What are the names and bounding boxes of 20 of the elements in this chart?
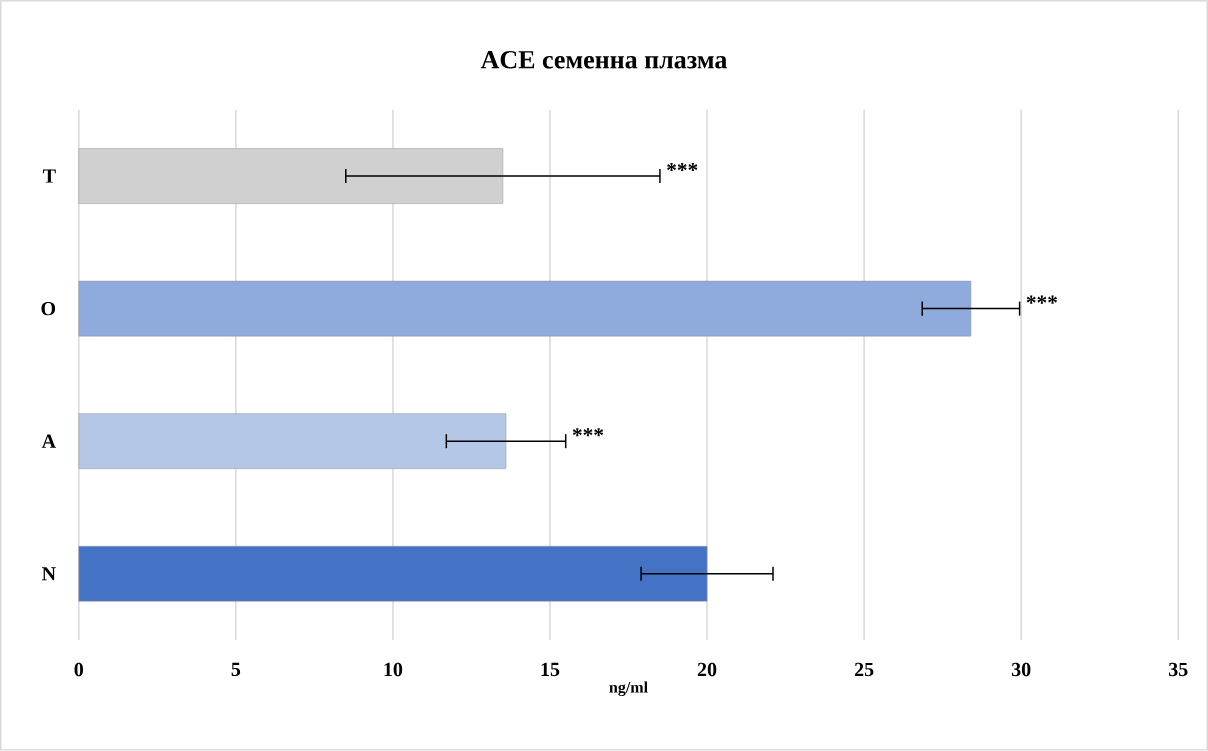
bar	[78, 413, 507, 470]
bar	[78, 546, 708, 602]
x-tick-label: 35	[1168, 662, 1188, 677]
annotation: ***	[1026, 295, 1058, 304]
x-tick-label: 0	[74, 662, 84, 677]
x-axis-title: ng/ml	[609, 681, 648, 697]
chart-title: ACE семенна плазма	[480, 51, 728, 69]
x-tick-label: 10	[384, 662, 403, 677]
y-tick-label: O	[41, 302, 56, 316]
x-tick-label: 20	[697, 662, 717, 677]
y-tick-label: N	[42, 567, 56, 581]
annotation: ***	[667, 163, 698, 172]
x-tick-label: 30	[1011, 662, 1031, 677]
x-tick-label: 15	[541, 662, 560, 677]
annotation: ***	[572, 428, 604, 437]
x-tick-label: 5	[231, 662, 241, 677]
y-tick-label: A	[41, 434, 56, 448]
y-tick-label: T	[43, 169, 56, 183]
bar	[78, 280, 972, 337]
x-tick-label: 25	[854, 662, 874, 677]
